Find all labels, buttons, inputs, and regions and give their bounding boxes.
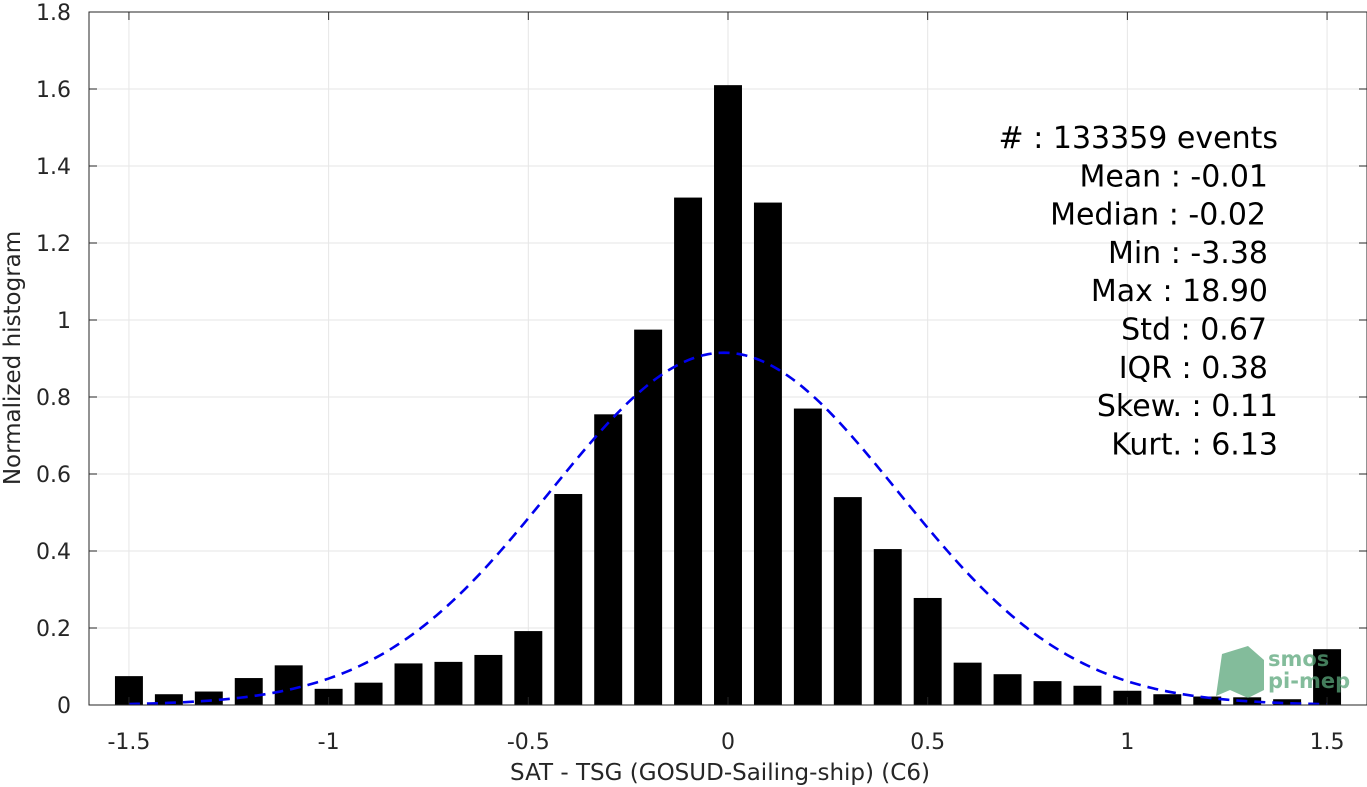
x-tick-labels: -1.5 -1 -0.5 0 0.5 1 1.5	[107, 730, 1344, 755]
histogram-bar	[194, 691, 223, 705]
histogram-bar	[234, 678, 263, 705]
x-tick-label: -1.5	[107, 730, 150, 755]
histogram-bar	[993, 674, 1022, 705]
histogram-bar	[314, 688, 343, 705]
stats-line: # : 133359 events	[999, 121, 1278, 156]
histogram-bar	[714, 85, 742, 705]
stats-line: Mean : -0.01	[1079, 159, 1268, 194]
logo-text-smos: smos	[1268, 647, 1329, 671]
y-tick-label: 1.4	[36, 155, 71, 180]
y-tick-label: 0	[57, 694, 71, 719]
histogram-bars	[114, 85, 1342, 705]
histogram-bar	[873, 549, 902, 705]
x-axis-label: SAT - TSG (GOSUD-Sailing-ship) (C6)	[510, 760, 930, 786]
x-tick-label: 0	[721, 730, 735, 755]
y-tick-label: 0.6	[36, 463, 71, 488]
logo-wave-shape	[1216, 646, 1264, 698]
y-tick-labels: 0 0.2 0.4 0.6 0.8 1 1.2 1.4 1.6 1.8	[36, 1, 71, 719]
x-tick-label: 0.5	[910, 730, 945, 755]
histogram-bar	[594, 414, 623, 705]
stats-line: Max : 18.90	[1091, 274, 1268, 309]
y-tick-label: 0.2	[36, 617, 71, 642]
histogram-bar	[1313, 649, 1342, 705]
y-axis-label: Normalized histogram	[0, 231, 26, 485]
y-tick-label: 1.8	[36, 1, 71, 26]
histogram-bar	[474, 654, 503, 705]
y-tick-label: 0.8	[36, 386, 71, 411]
y-tick-label: 1	[57, 309, 71, 334]
histogram-bar	[674, 197, 703, 705]
histogram-bar	[274, 665, 303, 705]
normal-fit-curve	[128, 351, 1328, 706]
histogram-bar	[953, 662, 982, 705]
histogram-bar	[1193, 696, 1222, 705]
stats-line: Skew. : 0.11	[1097, 389, 1278, 424]
logo-text-pimep: pi-mep	[1268, 669, 1350, 693]
histogram-bar	[554, 494, 583, 705]
histogram-bar	[1073, 685, 1102, 705]
histogram-bar	[913, 597, 942, 705]
histogram-bar	[1033, 681, 1062, 705]
smos-pimep-logo: smos pi-mep	[1216, 646, 1350, 698]
stats-line: Kurt. : 6.13	[1111, 427, 1278, 462]
y-tick-label: 1.6	[36, 78, 71, 103]
x-tick-label: 1.5	[1310, 730, 1345, 755]
histogram-bar	[354, 682, 383, 705]
stats-line: IQR : 0.38	[1119, 351, 1268, 386]
x-tick-label: -1	[318, 730, 340, 755]
histogram-bar	[793, 408, 822, 705]
histogram-bar	[514, 631, 543, 705]
histogram-bar	[394, 663, 423, 705]
histogram-bar	[833, 497, 862, 705]
histogram-bar	[1273, 699, 1302, 705]
axis-ticks	[89, 11, 1367, 706]
x-tick-label: 1	[1120, 730, 1134, 755]
y-tick-label: 1.2	[36, 232, 71, 257]
y-tick-label: 0.4	[36, 540, 71, 565]
histogram-bar	[753, 202, 782, 705]
histogram-bar	[634, 329, 663, 705]
stats-line: Std : 0.67	[1121, 313, 1267, 348]
histogram-bar	[154, 694, 183, 705]
stats-line: Min : -3.38	[1108, 236, 1268, 271]
histogram-bar	[1153, 694, 1182, 705]
x-tick-label: -0.5	[507, 730, 550, 755]
histogram-bar	[434, 661, 463, 705]
stats-line: Median : -0.02	[1050, 198, 1266, 233]
